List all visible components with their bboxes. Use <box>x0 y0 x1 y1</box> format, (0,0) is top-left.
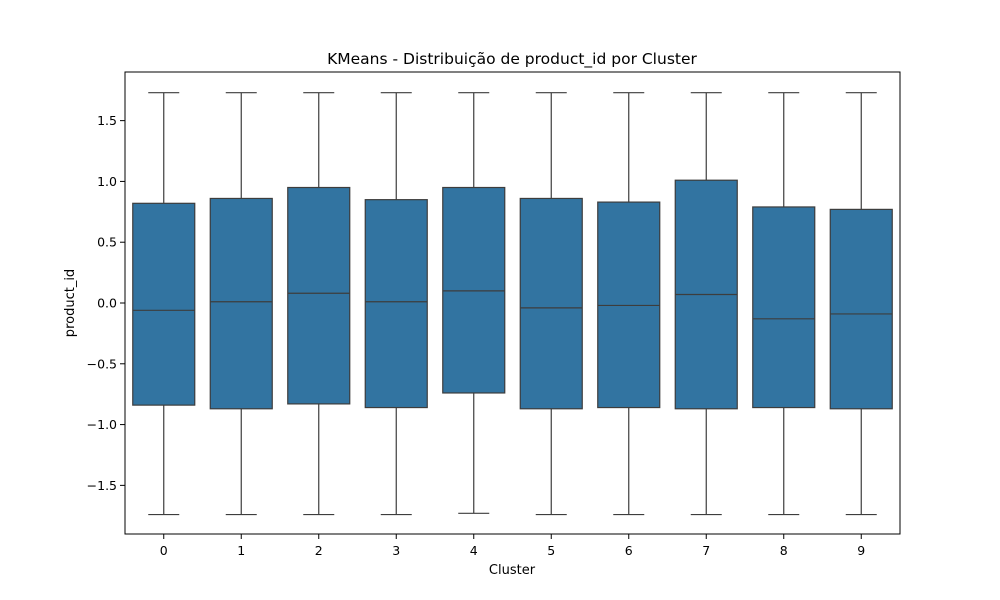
chart-title: KMeans - Distribuição de product_id por … <box>327 50 697 69</box>
y-tick-label: −0.5 <box>87 356 117 371</box>
y-axis: −1.5 −1.0 −0.5 0.0 0.5 1.0 1.5 <box>87 113 125 493</box>
x-tick-label: 9 <box>857 543 865 558</box>
x-tick-label: 1 <box>237 543 245 558</box>
x-tick-label: 7 <box>702 543 710 558</box>
y-tick-label: −1.5 <box>87 478 117 493</box>
x-tick-label: 4 <box>470 543 478 558</box>
box-iqr-9 <box>829 208 893 410</box>
box-cluster-4 <box>442 92 506 514</box>
plot-frame <box>124 71 901 535</box>
box-cluster-8 <box>752 92 816 516</box>
box-cluster-1 <box>209 92 273 516</box>
y-tick-label: −1.0 <box>87 417 117 432</box>
box-iqr-6 <box>597 201 661 409</box>
box-plot-group <box>132 92 893 516</box>
box-cluster-7 <box>674 92 738 516</box>
y-axis-label: product_id <box>63 269 78 337</box>
y-tick-label: 0.5 <box>97 235 117 250</box>
x-tick-label: 0 <box>160 543 168 558</box>
box-iqr-3 <box>364 199 428 409</box>
box-cluster-9 <box>829 92 893 516</box>
box-cluster-5 <box>519 92 583 516</box>
box-cluster-3 <box>364 92 428 516</box>
box-cluster-0 <box>132 92 196 516</box>
y-tick-label: 0.0 <box>97 296 117 311</box>
box-cluster-2 <box>287 92 351 516</box>
box-iqr-5 <box>519 197 583 410</box>
x-axis: 0 1 2 3 4 5 6 7 8 9 <box>160 534 865 558</box>
x-tick-label: 8 <box>780 543 788 558</box>
box-iqr-8 <box>752 206 816 409</box>
y-tick-label: 1.5 <box>97 113 117 128</box>
box-cluster-6 <box>597 92 661 516</box>
box-iqr-1 <box>209 197 273 410</box>
x-tick-label: 5 <box>547 543 555 558</box>
box-iqr-4 <box>442 186 506 394</box>
x-axis-label: Cluster <box>489 563 536 578</box>
x-tick-label: 2 <box>315 543 323 558</box>
box-iqr-0 <box>132 202 196 406</box>
x-tick-label: 6 <box>625 543 633 558</box>
box-iqr-2 <box>287 186 351 405</box>
x-tick-label: 3 <box>392 543 400 558</box>
y-tick-label: 1.0 <box>97 174 117 189</box>
